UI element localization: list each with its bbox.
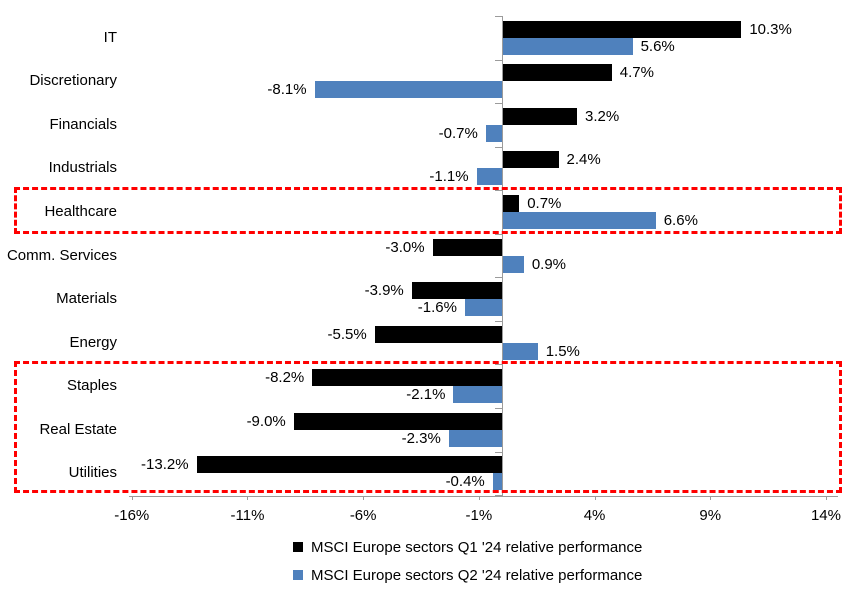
q2-bar-comm-services — [503, 255, 524, 273]
q1-bar-discretionary — [503, 64, 612, 82]
y-axis-tick — [495, 407, 502, 409]
category-label: Energy — [69, 333, 117, 351]
q2-bar-utilities — [492, 473, 502, 491]
value-label: 5.6% — [640, 37, 675, 55]
x-tick-label: 4% — [583, 507, 606, 524]
q2-bar-it — [503, 37, 633, 55]
value-label: -1.1% — [429, 168, 469, 186]
y-axis-tick — [495, 233, 502, 235]
value-label: 4.7% — [619, 64, 654, 82]
x-axis-tick — [247, 496, 249, 500]
q2-bar-staples — [453, 386, 502, 404]
x-tick-label: -1% — [465, 507, 493, 524]
y-axis-line — [502, 16, 503, 496]
value-label: -8.1% — [267, 81, 307, 99]
highlight-box — [14, 361, 842, 493]
q2-bar-discretionary — [314, 81, 502, 99]
x-tick-label: -11% — [230, 507, 265, 524]
category-label: Utilities — [68, 464, 117, 482]
value-label: 0.7% — [527, 195, 562, 212]
value-label: -5.5% — [327, 325, 367, 343]
y-axis-tick — [495, 451, 502, 453]
legend-label-q2: MSCI Europe sectors Q2 '24 relative perf… — [311, 566, 643, 584]
value-label: 10.3% — [749, 20, 792, 38]
y-axis-tick — [495, 190, 502, 192]
legend: MSCI Europe sectors Q1 '24 relative perf… — [293, 537, 642, 593]
legend-item-q1: MSCI Europe sectors Q1 '24 relative perf… — [293, 537, 642, 557]
q2-bar-real-estate — [448, 429, 502, 447]
value-label: -0.7% — [438, 124, 478, 142]
q1-bar-financials — [503, 107, 578, 125]
value-label: -3.0% — [385, 238, 425, 256]
value-label: 3.2% — [585, 107, 620, 125]
x-axis-tick — [363, 496, 365, 500]
q1-bar-comm-services — [432, 238, 502, 256]
y-axis-tick — [495, 59, 502, 61]
value-label: 0.9% — [531, 255, 567, 273]
value-label: -0.4% — [445, 473, 485, 491]
y-axis-tick — [495, 146, 502, 148]
legend-swatch-q2-icon — [293, 570, 303, 580]
q2-bar-industrials — [476, 168, 502, 186]
value-label: 6.6% — [663, 212, 698, 229]
q2-bar-healthcare — [503, 212, 656, 229]
q1-bar-materials — [411, 282, 502, 300]
q1-bar-staples — [312, 369, 502, 387]
q2-bar-materials — [464, 299, 502, 317]
category-label: Discretionary — [29, 72, 117, 90]
category-label: Real Estate — [39, 420, 117, 438]
legend-swatch-q1-icon — [293, 542, 303, 552]
x-axis-tick — [825, 496, 827, 500]
q1-bar-it — [503, 20, 742, 38]
category-label: Industrials — [48, 159, 117, 177]
legend-item-q2: MSCI Europe sectors Q2 '24 relative perf… — [293, 565, 642, 585]
value-label: -1.6% — [417, 299, 457, 317]
y-axis-tick — [495, 16, 502, 17]
category-label: Healthcare — [44, 202, 117, 220]
y-axis-tick — [495, 103, 502, 105]
x-axis-tick — [131, 496, 133, 500]
value-label: -8.2% — [265, 369, 305, 387]
y-axis-tick — [495, 277, 502, 279]
x-axis-tick — [710, 496, 712, 500]
x-tick-label: -16% — [114, 507, 150, 524]
category-label: Comm. Services — [6, 246, 117, 264]
y-axis-tick — [495, 320, 502, 322]
value-label: -13.2% — [141, 456, 189, 474]
value-label: -2.1% — [406, 386, 446, 404]
q1-bar-energy — [374, 325, 502, 343]
q1-bar-industrials — [503, 151, 559, 169]
q1-bar-real-estate — [293, 412, 502, 430]
highlight-box — [14, 187, 842, 234]
q1-bar-healthcare — [503, 195, 520, 212]
value-label: 2.4% — [566, 151, 601, 169]
x-tick-label: -6% — [349, 507, 377, 524]
category-label: Staples — [66, 377, 117, 395]
y-axis-tick — [495, 495, 502, 497]
value-label: -3.9% — [364, 282, 404, 300]
x-axis-tick — [594, 496, 596, 500]
q2-bar-energy — [503, 342, 538, 360]
x-tick-label: 9% — [699, 507, 722, 524]
category-label: Financials — [49, 115, 117, 133]
value-label: -2.3% — [401, 429, 441, 447]
category-label: IT — [103, 28, 117, 46]
legend-label-q1: MSCI Europe sectors Q1 '24 relative perf… — [311, 538, 643, 556]
x-tick-label: 14% — [810, 507, 841, 524]
category-label: Materials — [56, 290, 117, 308]
x-axis-line — [129, 496, 838, 497]
value-label: 1.5% — [545, 342, 580, 360]
y-axis-tick — [495, 364, 502, 366]
q2-bar-financials — [485, 124, 502, 142]
x-axis-tick — [478, 496, 480, 500]
q1-bar-utilities — [196, 456, 502, 474]
value-label: -9.0% — [246, 412, 286, 430]
